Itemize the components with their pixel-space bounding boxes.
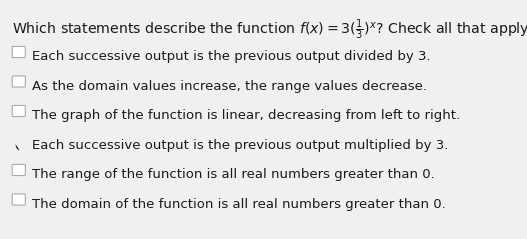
FancyBboxPatch shape bbox=[12, 76, 25, 87]
Text: As the domain values increase, the range values decrease.: As the domain values increase, the range… bbox=[32, 80, 427, 93]
Text: Each successive output is the previous output multiplied by 3.: Each successive output is the previous o… bbox=[32, 139, 448, 152]
Text: The range of the function is all real numbers greater than 0.: The range of the function is all real nu… bbox=[32, 168, 435, 181]
Text: The graph of the function is linear, decreasing from left to right.: The graph of the function is linear, dec… bbox=[32, 109, 460, 122]
FancyBboxPatch shape bbox=[12, 164, 25, 176]
FancyBboxPatch shape bbox=[12, 105, 25, 117]
FancyBboxPatch shape bbox=[12, 194, 25, 205]
Polygon shape bbox=[14, 141, 21, 152]
Text: The domain of the function is all real numbers greater than 0.: The domain of the function is all real n… bbox=[32, 198, 446, 211]
FancyBboxPatch shape bbox=[12, 46, 25, 58]
Text: Each successive output is the previous output divided by 3.: Each successive output is the previous o… bbox=[32, 50, 431, 63]
Text: Which statements describe the function $f(x) = 3(\frac{1}{3})^x$? Check all that: Which statements describe the function $… bbox=[12, 18, 527, 43]
